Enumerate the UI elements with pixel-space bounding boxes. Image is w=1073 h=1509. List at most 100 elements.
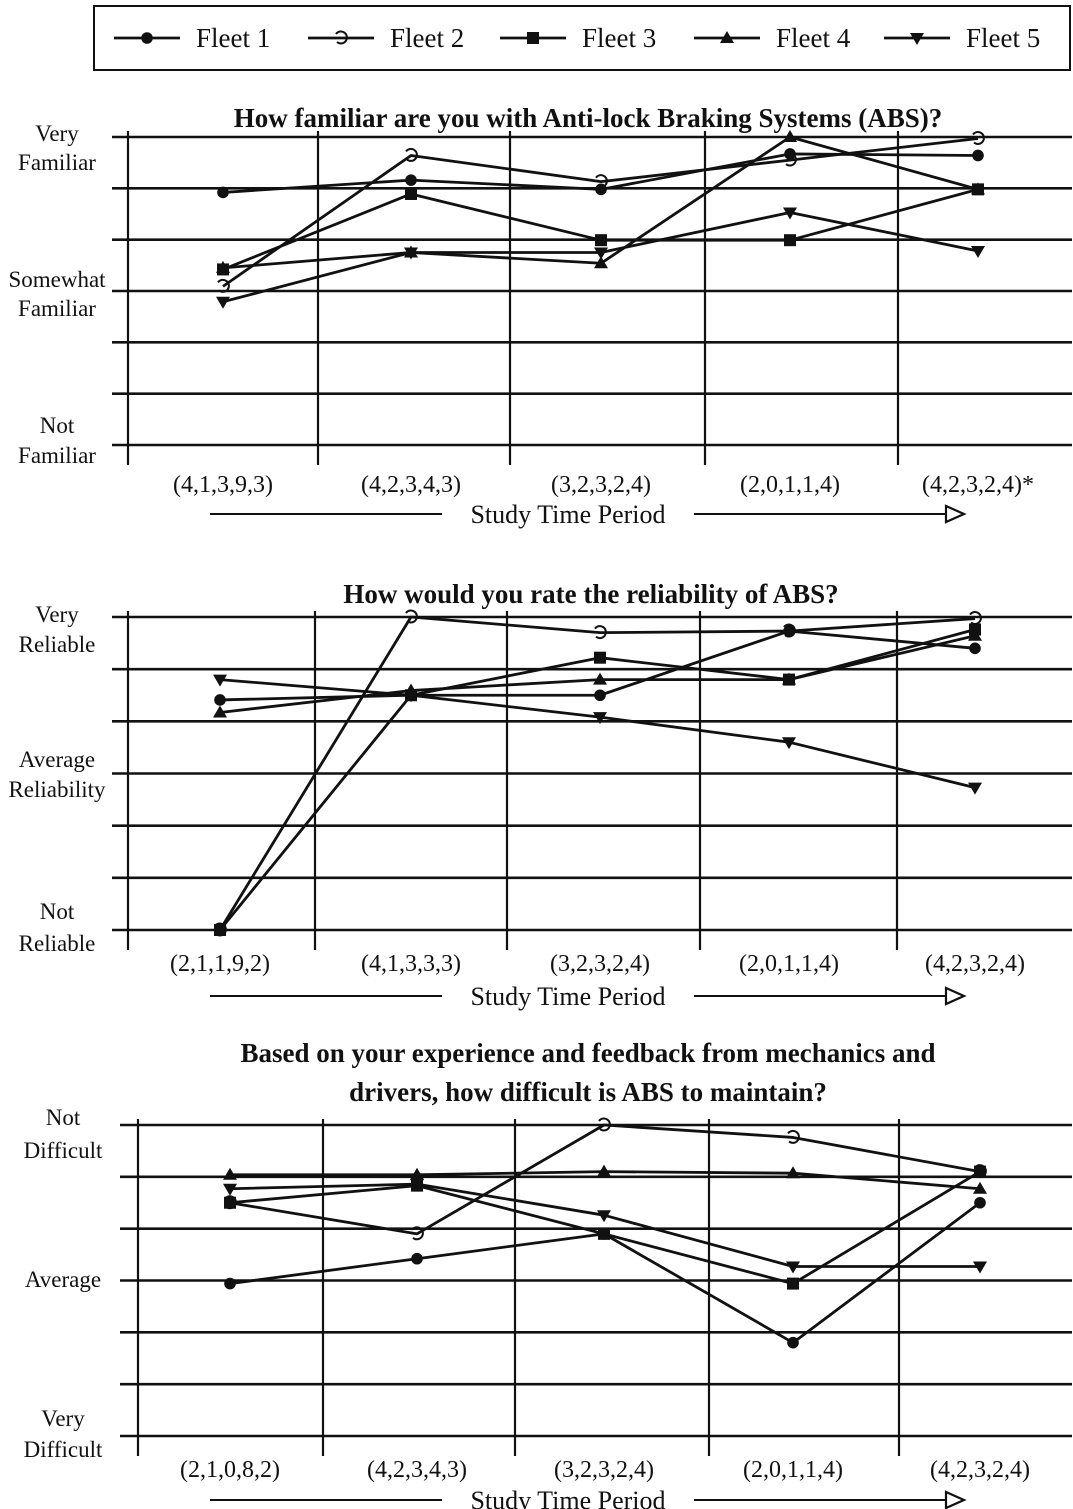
triangle-down-icon [910, 33, 924, 45]
data-point [214, 694, 226, 706]
y-label-bottom: Very Difficult [24, 1406, 103, 1462]
x-tick-label: (4,2,3,2,4) [930, 1457, 1030, 1483]
data-point [217, 278, 230, 293]
chart-maintenance: Based on your experience and feedback fr… [24, 1038, 1072, 1509]
data-point [224, 1277, 236, 1290]
series-line [222, 137, 979, 288]
data-point [214, 924, 226, 936]
data-point [786, 1166, 800, 1179]
x-tick-label: (4,2,3,2,4)* [922, 472, 1034, 498]
x-tick-label: (4,2,3,4,3) [361, 472, 461, 498]
data-point [787, 1277, 799, 1290]
data-point [973, 1261, 987, 1274]
data-point [595, 234, 607, 247]
series-fleet-4 [223, 1164, 987, 1194]
legend-label: Fleet 4 [776, 23, 851, 53]
data-point [223, 1167, 237, 1180]
data-point [404, 247, 418, 260]
x-tick-label: (2,0,1,1,4) [739, 951, 839, 977]
open-circle-icon [335, 30, 348, 45]
data-point [782, 672, 796, 685]
x-axis-label: Study Time Period [470, 500, 665, 529]
circle-icon [141, 32, 153, 44]
data-point [972, 131, 985, 145]
x-tick-label: (2,0,1,1,4) [743, 1457, 843, 1483]
series-fleet-5 [213, 674, 982, 795]
legend-label: Fleet 1 [196, 23, 270, 53]
y-label-bottom: Not Familiar [18, 413, 96, 468]
data-point [405, 609, 418, 624]
legend-label: Fleet 3 [582, 23, 656, 53]
x-tick-label: (4,2,3,4,3) [367, 1457, 467, 1483]
legend-item-fleet-3: Fleet 3 [500, 23, 656, 53]
legend-item-fleet-4: Fleet 4 [694, 23, 851, 53]
x-tick-label: (2,1,1,9,2) [170, 951, 270, 977]
data-point [971, 182, 985, 195]
x-axis-label: Study Time Period [470, 1486, 665, 1509]
chart-title: Based on your experience and feedback fr… [241, 1038, 936, 1068]
data-point [786, 1261, 800, 1274]
data-point [598, 1227, 610, 1240]
data-point [405, 174, 417, 186]
data-point [216, 296, 230, 309]
data-point [783, 207, 797, 220]
data-point [598, 1117, 611, 1132]
series-fleet-4 [213, 628, 982, 718]
triangle-up-icon [720, 31, 734, 43]
data-point [973, 1181, 987, 1194]
series-line [218, 628, 976, 931]
legend-item-fleet-5: Fleet 5 [884, 23, 1040, 53]
data-point [968, 628, 982, 641]
x-tick-label: (4,2,3,2,4) [925, 951, 1025, 977]
y-label-top: Very Familiar [18, 121, 96, 175]
data-point [213, 674, 227, 687]
y-label-top: Very Reliable [19, 602, 96, 657]
data-point [223, 1183, 237, 1196]
y-label-bottom: Not Reliable [19, 899, 96, 956]
data-point [411, 1226, 424, 1241]
data-point [410, 1167, 424, 1180]
data-point [971, 245, 985, 258]
series-line [229, 1201, 981, 1345]
data-point [217, 186, 229, 199]
data-point [405, 147, 418, 162]
data-point [784, 152, 797, 167]
data-point [972, 149, 984, 162]
data-point [968, 782, 982, 795]
x-tick-label: (3,2,3,2,4) [554, 1457, 654, 1483]
data-point [405, 187, 417, 200]
data-point [784, 234, 796, 247]
series-line [218, 615, 976, 931]
data-point [593, 672, 607, 685]
y-label-middle: Somewhat Familiar [8, 267, 106, 321]
data-point [974, 1196, 986, 1209]
x-tick-label: (3,2,3,2,4) [550, 951, 650, 977]
data-point [411, 1252, 423, 1265]
chart-title: How would you rate the reliability of AB… [343, 579, 838, 609]
series-fleet-1 [217, 148, 984, 199]
x-tick-label: (2,0,1,1,4) [740, 472, 840, 498]
data-point [594, 247, 608, 260]
data-point [404, 690, 418, 703]
square-icon [527, 32, 539, 44]
chart-title: drivers, how difficult is ABS to maintai… [349, 1077, 827, 1107]
x-tick-label: (4,1,3,9,3) [173, 472, 273, 498]
data-point [787, 1129, 800, 1144]
series-line [229, 1123, 981, 1236]
data-point [213, 705, 227, 718]
x-tick-label: (2,1,0,8,2) [180, 1457, 280, 1483]
gridlines [120, 1119, 1072, 1456]
x-tick-label: (4,1,3,3,3) [361, 951, 461, 977]
legend: Fleet 1 Fleet 2 Fleet 3 Fleet 4 Fleet 5 [93, 5, 1071, 71]
legend-label: Fleet 5 [966, 23, 1040, 53]
data-point [216, 260, 230, 273]
data-point [224, 1196, 236, 1209]
data-point [787, 1336, 799, 1349]
data-point [783, 623, 796, 638]
legend-label: Fleet 2 [390, 23, 464, 53]
data-point [597, 1164, 611, 1177]
data-point [594, 689, 606, 702]
data-point [593, 712, 607, 725]
legend-item-fleet-1: Fleet 1 [114, 23, 270, 53]
